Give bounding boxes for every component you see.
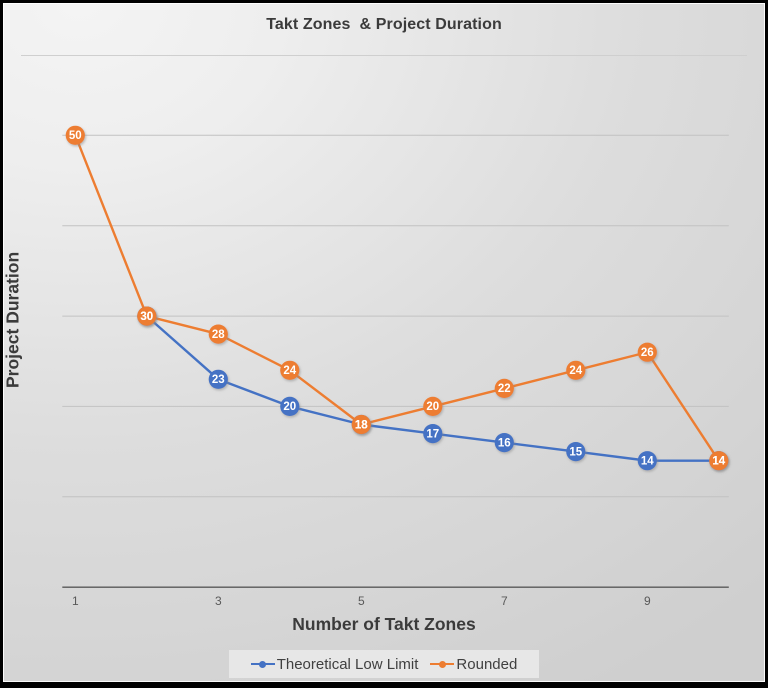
svg-text:24: 24 — [283, 365, 296, 377]
svg-text:24: 24 — [569, 365, 582, 377]
svg-text:20: 20 — [426, 401, 439, 413]
svg-text:26: 26 — [641, 347, 654, 359]
svg-text:30: 30 — [140, 311, 153, 323]
svg-text:9: 9 — [644, 594, 651, 608]
svg-text:16: 16 — [498, 437, 511, 449]
svg-text:18: 18 — [355, 419, 368, 431]
svg-text:5: 5 — [358, 594, 365, 608]
svg-text:1: 1 — [72, 594, 79, 608]
svg-text:28: 28 — [212, 329, 225, 341]
svg-text:17: 17 — [426, 428, 439, 440]
svg-text:50: 50 — [69, 130, 82, 142]
svg-text:14: 14 — [641, 456, 654, 468]
svg-text:20: 20 — [283, 401, 296, 413]
svg-text:7: 7 — [501, 594, 508, 608]
svg-text:3: 3 — [215, 594, 222, 608]
svg-text:15: 15 — [569, 446, 582, 458]
svg-text:22: 22 — [498, 383, 511, 395]
svg-text:14: 14 — [712, 456, 725, 468]
svg-text:23: 23 — [212, 374, 225, 386]
